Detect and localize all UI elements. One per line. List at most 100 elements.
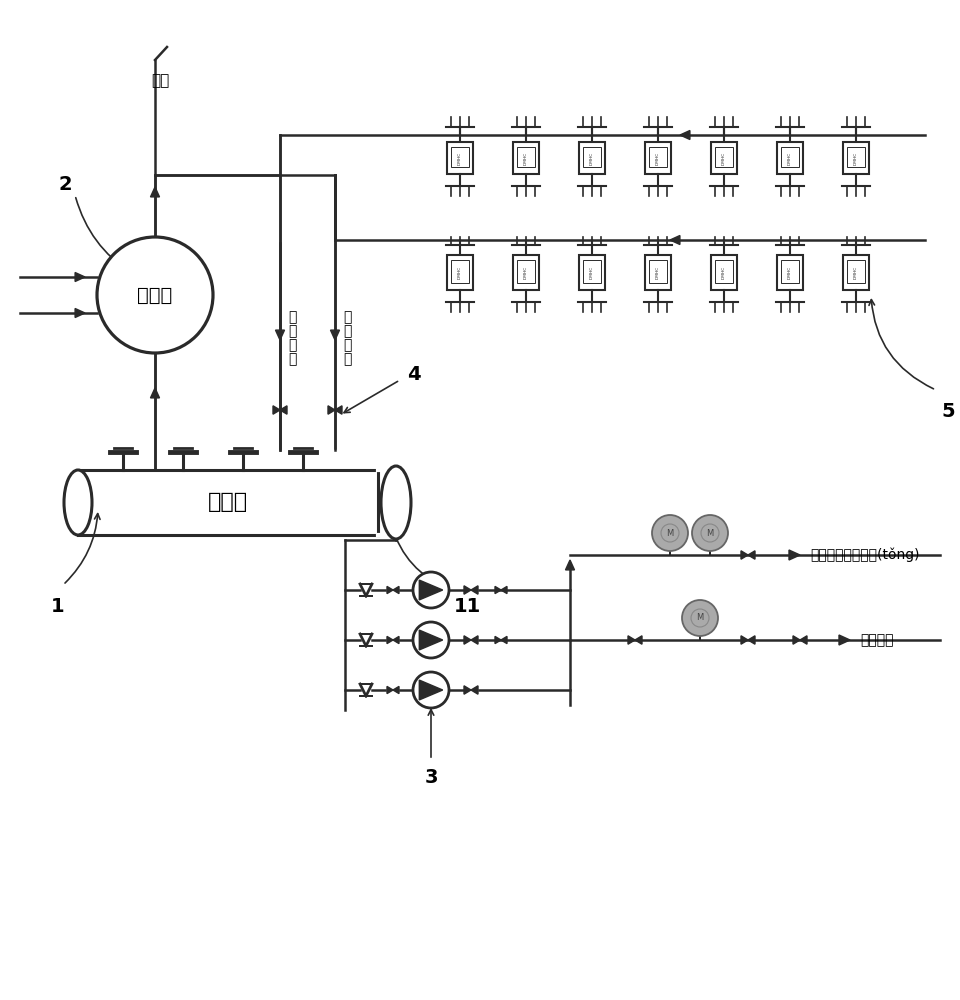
Circle shape xyxy=(652,515,688,551)
Polygon shape xyxy=(387,686,393,694)
Text: 中
壓
蒸
汽: 中 壓 蒸 汽 xyxy=(288,310,297,366)
Polygon shape xyxy=(839,635,850,645)
Bar xyxy=(583,260,601,283)
Bar xyxy=(715,147,733,167)
Polygon shape xyxy=(471,686,478,694)
Polygon shape xyxy=(471,586,478,594)
Polygon shape xyxy=(393,586,399,594)
Polygon shape xyxy=(670,235,680,244)
Polygon shape xyxy=(741,636,748,644)
Bar xyxy=(517,147,535,167)
Circle shape xyxy=(413,622,449,658)
Polygon shape xyxy=(495,586,501,594)
Bar xyxy=(715,260,733,283)
Bar xyxy=(781,260,799,283)
Text: 5: 5 xyxy=(941,402,954,421)
Polygon shape xyxy=(464,636,471,644)
Polygon shape xyxy=(748,551,755,559)
Text: 4: 4 xyxy=(407,365,420,384)
Polygon shape xyxy=(741,551,748,559)
Text: DMHC: DMHC xyxy=(524,151,528,165)
Bar xyxy=(451,260,469,283)
Polygon shape xyxy=(393,686,399,694)
Text: 至冷凝水回收系統(tǒng): 至冷凝水回收系統(tǒng) xyxy=(810,548,920,562)
Bar xyxy=(843,142,869,174)
Polygon shape xyxy=(565,560,574,570)
Text: 11: 11 xyxy=(454,597,481,616)
Polygon shape xyxy=(800,636,807,644)
Polygon shape xyxy=(464,586,471,594)
Polygon shape xyxy=(420,580,443,600)
Polygon shape xyxy=(387,586,393,594)
Polygon shape xyxy=(464,686,471,694)
Text: DMHC: DMHC xyxy=(656,266,660,279)
Bar xyxy=(649,260,667,283)
Bar xyxy=(579,142,605,174)
Polygon shape xyxy=(387,636,393,644)
Text: M: M xyxy=(696,613,704,622)
Text: DMHC: DMHC xyxy=(788,266,792,279)
Polygon shape xyxy=(273,406,280,414)
Circle shape xyxy=(413,672,449,708)
Bar xyxy=(711,142,737,174)
Polygon shape xyxy=(789,550,800,560)
Polygon shape xyxy=(328,406,335,414)
Text: 集水罐: 集水罐 xyxy=(208,492,248,512)
Text: DMHC: DMHC xyxy=(458,151,462,165)
Circle shape xyxy=(692,515,728,551)
Polygon shape xyxy=(495,636,501,644)
Bar xyxy=(447,255,473,290)
Text: 換熱器: 換熱器 xyxy=(137,286,173,304)
Polygon shape xyxy=(151,388,159,398)
Text: 2: 2 xyxy=(59,176,72,194)
Bar xyxy=(847,147,865,167)
Polygon shape xyxy=(471,636,478,644)
Text: DMHC: DMHC xyxy=(590,151,594,165)
Text: DMHC: DMHC xyxy=(590,266,594,279)
Polygon shape xyxy=(635,636,642,644)
Polygon shape xyxy=(793,636,800,644)
Text: DMHC: DMHC xyxy=(656,151,660,165)
Polygon shape xyxy=(501,636,507,644)
Text: DMHC: DMHC xyxy=(458,266,462,279)
Bar xyxy=(447,142,473,174)
Text: 3: 3 xyxy=(424,768,438,787)
Polygon shape xyxy=(330,330,340,340)
Bar xyxy=(645,142,671,174)
Text: 1: 1 xyxy=(51,597,65,616)
Polygon shape xyxy=(501,586,507,594)
Bar xyxy=(583,147,601,167)
Bar xyxy=(517,260,535,283)
Circle shape xyxy=(413,572,449,608)
Text: 低
壓
蒸
汽: 低 壓 蒸 汽 xyxy=(343,310,351,366)
Bar xyxy=(847,260,865,283)
Polygon shape xyxy=(75,308,85,318)
Bar xyxy=(777,255,803,290)
Ellipse shape xyxy=(64,470,92,535)
Ellipse shape xyxy=(381,466,411,539)
Bar xyxy=(777,142,803,174)
Polygon shape xyxy=(420,680,443,700)
Bar xyxy=(451,147,469,167)
Text: DMHC: DMHC xyxy=(722,266,726,279)
Text: M: M xyxy=(707,528,713,538)
Circle shape xyxy=(682,600,718,636)
Text: 動力氣源: 動力氣源 xyxy=(860,633,894,647)
Bar xyxy=(513,142,539,174)
Polygon shape xyxy=(280,406,287,414)
Polygon shape xyxy=(628,636,635,644)
Bar xyxy=(843,255,869,290)
Bar xyxy=(711,255,737,290)
Polygon shape xyxy=(75,272,85,282)
Polygon shape xyxy=(680,130,690,139)
Text: DMHC: DMHC xyxy=(854,266,858,279)
Text: DMHC: DMHC xyxy=(722,151,726,165)
Text: 放散: 放散 xyxy=(151,73,169,88)
Bar xyxy=(649,147,667,167)
Circle shape xyxy=(97,237,213,353)
Bar xyxy=(513,255,539,290)
Text: M: M xyxy=(666,528,674,538)
Text: DMHC: DMHC xyxy=(854,151,858,165)
Bar xyxy=(781,147,799,167)
Bar xyxy=(645,255,671,290)
